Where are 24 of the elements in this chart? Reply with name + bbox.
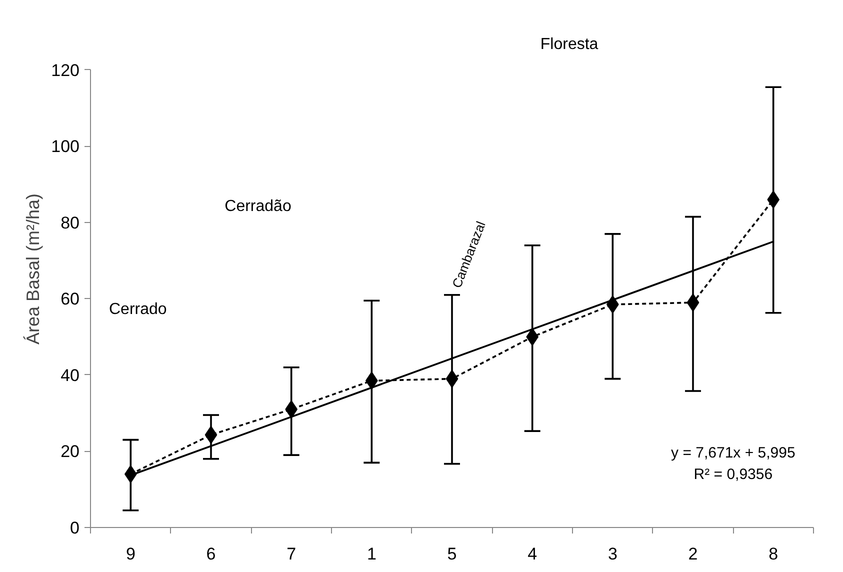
y-tick-label: 120	[51, 60, 80, 80]
x-tick-label: 6	[206, 544, 216, 564]
text: Floresta	[540, 36, 598, 53]
y-tick-label: 20	[60, 442, 80, 462]
y-tick-label: 100	[51, 137, 80, 156]
x-tick-label: 5	[447, 544, 457, 564]
point	[446, 370, 458, 388]
annotation: y = 7,671x + 5,995 R² = 0,9356	[671, 444, 796, 484]
y-tick-label: 40	[60, 366, 80, 385]
x-tick-label: 8	[768, 544, 778, 564]
annotation: Cerradão	[224, 198, 292, 215]
x-tick-label: 2	[688, 544, 698, 564]
annotation: Cerrado	[108, 300, 167, 318]
point	[204, 426, 218, 444]
x-tick-label: 7	[286, 544, 296, 564]
x-tick-label: 3	[608, 544, 618, 564]
y-axis-title: Área Basal (m²/ha)	[23, 193, 44, 345]
x-tick-label: 9	[126, 544, 136, 564]
y-tick-label: 80	[60, 213, 80, 232]
y-tick-label: 60	[60, 290, 80, 309]
x-tick-label: 4	[528, 544, 538, 564]
x-tick-label: 1	[366, 544, 376, 564]
point	[686, 294, 700, 312]
y-tick-label: 0	[70, 518, 80, 538]
